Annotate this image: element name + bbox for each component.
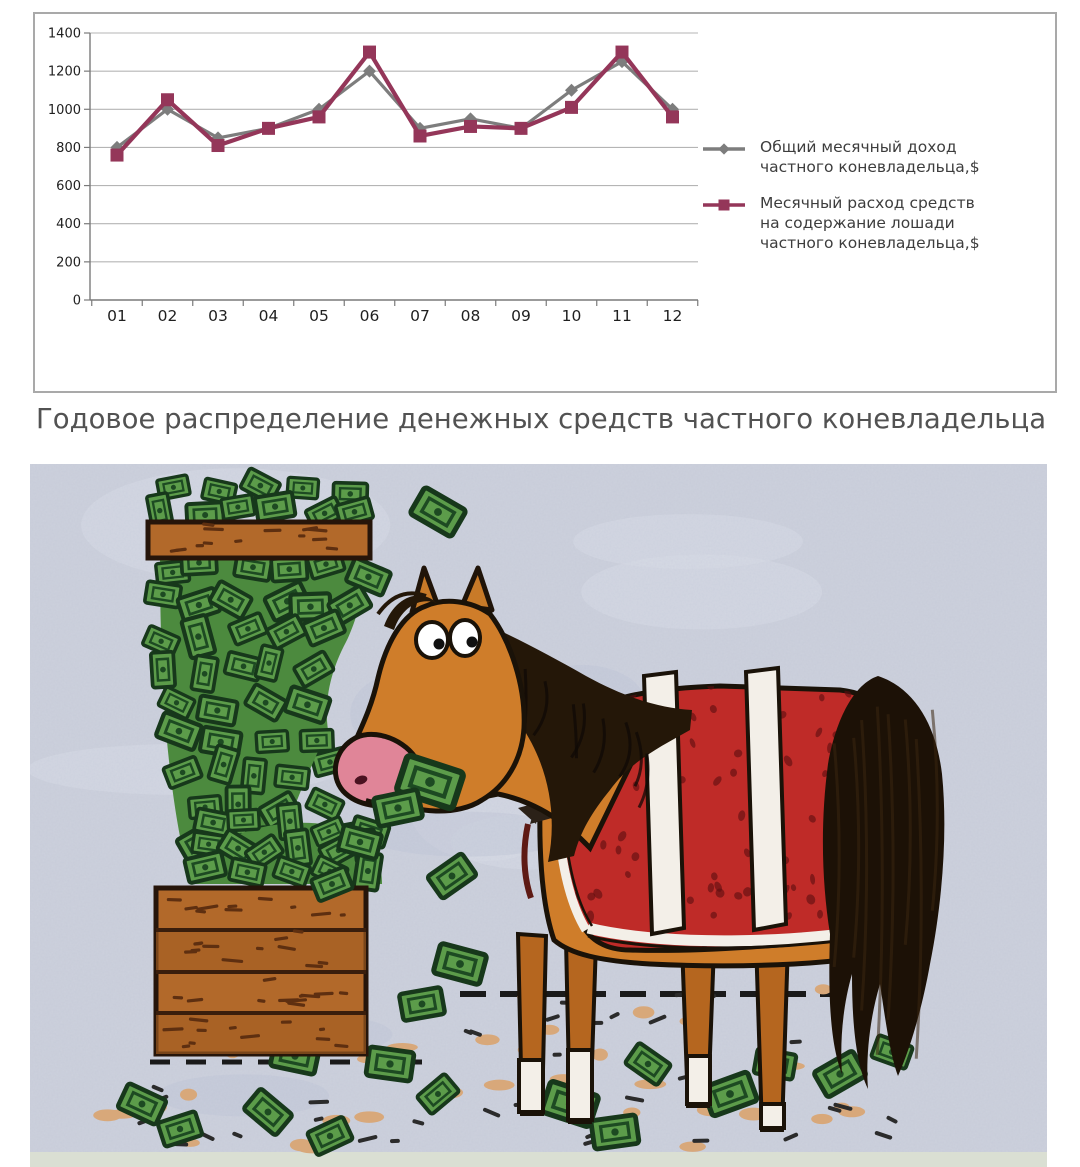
chart-caption: Годовое распределение денежных средств ч… [36,403,1047,435]
chart-gridlines [90,32,698,301]
legend-label-expense: Месячный расход средств на содержание ло… [760,194,980,252]
forelock [384,595,438,630]
line-chart: 0 200 400 600 800 1000 1200 1400 01 02 03 04 05 06 07… [48,27,699,325]
white-sock [517,1058,545,1114]
horse-eyes [414,618,482,660]
svg-text:02: 02 [158,307,178,325]
chart-axes [89,33,698,301]
chart-x-axis-labels: 01 02 03 04 05 06 07 08 09 10 11 12 [107,307,682,325]
svg-text:0: 0 [73,294,81,309]
nostril [354,775,368,785]
white-sock [566,1048,594,1122]
white-sock [685,1054,712,1106]
chart-axis-ticks [84,32,699,306]
legend-item-expense: Месячный расход средств на содержание ло… [701,194,981,253]
svg-text:03: 03 [208,307,228,325]
legend-item-income: Общий месячный доход частного коневладел… [701,138,981,177]
svg-text:08: 08 [461,307,481,325]
strap-cord [521,823,534,899]
svg-text:1200: 1200 [48,65,81,80]
money-cascade-group [140,465,391,1057]
horse-legs [515,931,791,1132]
horse-eating-money-cartoon [30,464,1047,1167]
svg-text:06: 06 [360,307,380,325]
legend-label-income: Общий месячный доход частного коневладел… [760,138,980,176]
svg-text:1400: 1400 [48,27,81,42]
chart-y-axis-labels: 0 200 400 600 800 1000 1200 1400 [48,27,81,309]
wooden-plank [145,519,373,561]
svg-text:600: 600 [56,179,81,194]
svg-text:04: 04 [259,307,279,325]
svg-text:11: 11 [612,307,632,325]
strap-knot [518,802,552,824]
photo-bottom-strip [30,1152,1047,1167]
pupil [466,636,478,648]
tail-strands [832,706,939,1059]
white-sock [759,1102,786,1130]
chart-panel: 0 200 400 600 800 1000 1200 1400 01 02 03 04 05 06 07… [33,12,1057,393]
chart-series [110,45,680,162]
svg-text:01: 01 [107,307,127,325]
legend-marker-expense-square-icon [703,199,745,211]
svg-text:800: 800 [56,141,81,156]
svg-text:400: 400 [56,217,81,232]
horse [332,565,945,1132]
legend-marker-income-diamond-icon [703,143,745,155]
svg-text:12: 12 [663,307,683,325]
blanket-strap-rear [743,665,789,933]
wooden-crate [153,885,369,1057]
chart-legend: Общий месячный доход частного коневладел… [701,138,981,253]
svg-text:10: 10 [562,307,582,325]
svg-text:200: 200 [56,255,81,270]
svg-text:07: 07 [410,307,430,325]
cartoon-image [30,464,1047,1167]
svg-text:09: 09 [511,307,531,325]
svg-text:1000: 1000 [48,103,81,118]
svg-text:05: 05 [309,307,329,325]
pupil [433,638,445,650]
